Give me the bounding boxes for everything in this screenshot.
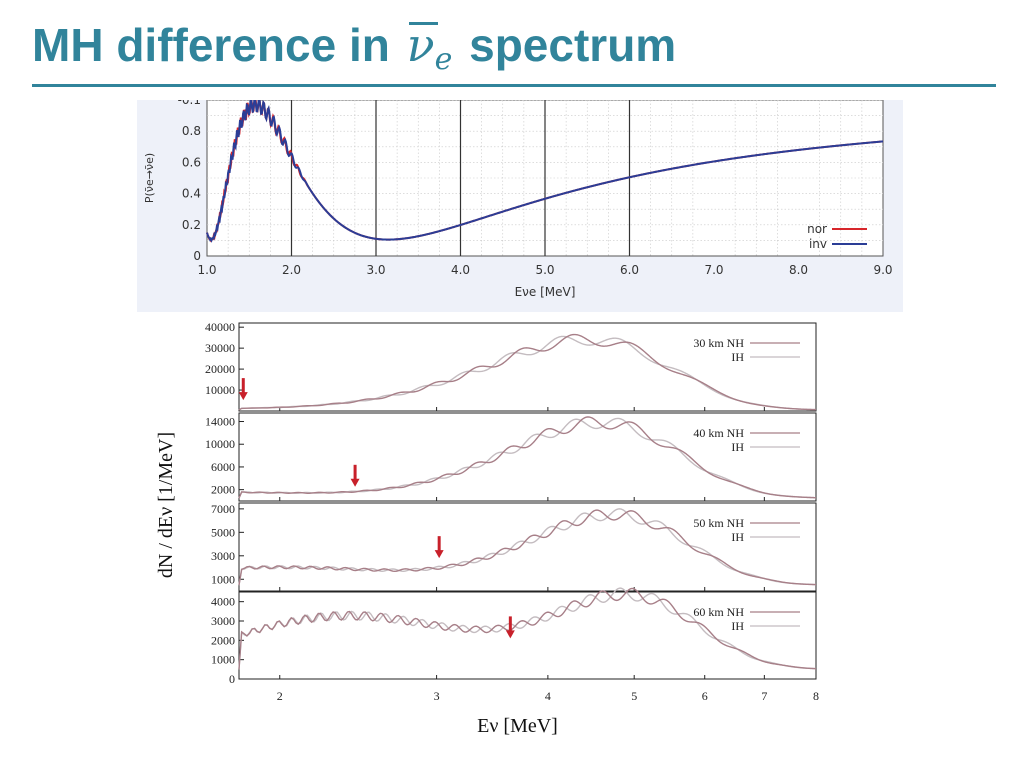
y-tick-label: 0 [229,672,235,686]
x-tick-label: 6.0 [620,263,639,277]
y-tick-label: 30000 [205,341,235,355]
y-tick-label: 14000 [205,415,235,429]
x-axis-label: Eνe [MeV] [515,285,576,299]
x-tick-label: 7 [761,689,767,703]
y-axis-label: dN / dEν [1/MeV] [155,432,177,578]
panel-frame [238,322,817,412]
y-tick-label: 0.4 [182,187,201,201]
y-tick-label: 10000 [205,383,235,397]
slide-title: MH difference in νe spectrum [32,14,677,77]
y-tick-label: 0.2 [182,218,201,232]
panel-frame [238,412,817,502]
legend-ih-label: IH [731,530,744,544]
survival-probability-chart: 1.0 2.0 3.0 4.0 5.0 6.0 7.0 8.0 9.0 0 0.2 0.4 0.6 0.8… [137,93,903,312]
x-tick-label: 8.0 [789,263,808,277]
panel-distance-label: 40 km NH [693,426,744,440]
legend-ih-label: IH [731,619,744,633]
title-prefix: MH difference in [32,19,390,71]
title-symbol: ν [406,18,435,72]
panel-distance-label: 50 km NH [693,516,744,530]
x-tick-label: 3 [434,689,440,703]
panel-distance-label: 30 km NH [693,336,744,350]
title-suffix: spectrum [469,19,677,71]
x-tick-label: 8 [813,689,819,703]
y-tick-label: 2000 [211,483,235,497]
y-tick-label: 3000 [211,549,235,563]
y-tick-label: 2000 [211,633,235,647]
x-tick-label: 4 [545,689,551,703]
panel-distance-label: 60 km NH [693,605,744,619]
x-axis-label: Eν [MeV] [477,715,558,737]
red-arrow-head [434,550,444,559]
y-tick-label: -0.1 [178,100,201,107]
x-tick-label: 6 [702,689,708,703]
y-tick-label: 3000 [211,614,235,628]
panel-frame [238,591,817,680]
x-tick-label: 2 [277,689,283,703]
x-tick-label: 5 [631,689,637,703]
title-rule [32,84,996,87]
y-tick-label: 40000 [205,320,235,334]
nh-spectrum-line [238,333,817,411]
y-tick-label: 5000 [211,525,235,539]
x-tick-label: 2.0 [282,263,301,277]
survival-probability-svg: 1.0 2.0 3.0 4.0 5.0 6.0 7.0 8.0 9.0 0 0.2 0.4 0.6 0.8… [143,93,893,299]
red-arrow-head [505,630,515,639]
title-subscript: e [434,42,453,77]
nu-e-bar-symbol: νe [407,14,453,91]
y-tick-label: 0.8 [182,124,201,138]
y-tick-label: 20000 [205,362,235,376]
series-inv-line [206,97,884,243]
y-axis-label: P(ν̄e→ν̄e) [143,153,156,203]
legend-ih-label: IH [731,440,744,454]
y-tick-label: 7000 [211,502,235,516]
antineutrino-bar [408,22,439,25]
x-tick-label: 5.0 [535,263,554,277]
nh-spectrum-line [238,416,817,499]
nh-spectrum-line [238,509,817,586]
panel-frame [238,502,817,592]
legend-nor-label: nor [807,222,827,236]
y-tick-label: 4000 [211,595,235,609]
nh-spectrum-line [238,587,817,670]
x-tick-label: 7.0 [704,263,723,277]
x-tick-label: 9.0 [873,263,892,277]
x-tick-label: 1.0 [197,263,216,277]
y-tick-label: 10000 [205,437,235,451]
y-tick-label: 1000 [211,653,235,667]
y-tick-label: 0.6 [182,155,201,169]
red-arrow-head [238,392,248,401]
y-tick-label: 1000 [211,572,235,586]
y-tick-label: 0 [193,249,201,263]
red-arrow-head [350,478,360,487]
legend-ih-label: IH [731,350,744,364]
spectrum-chart: 10000 20000 30000 40000 30 km NH IH 2000 6000 10… [150,315,830,755]
y-tick-label: 6000 [211,460,235,474]
x-tick-label: 4.0 [451,263,470,277]
x-tick-label: 3.0 [366,263,385,277]
legend-inv-label: inv [809,237,827,251]
